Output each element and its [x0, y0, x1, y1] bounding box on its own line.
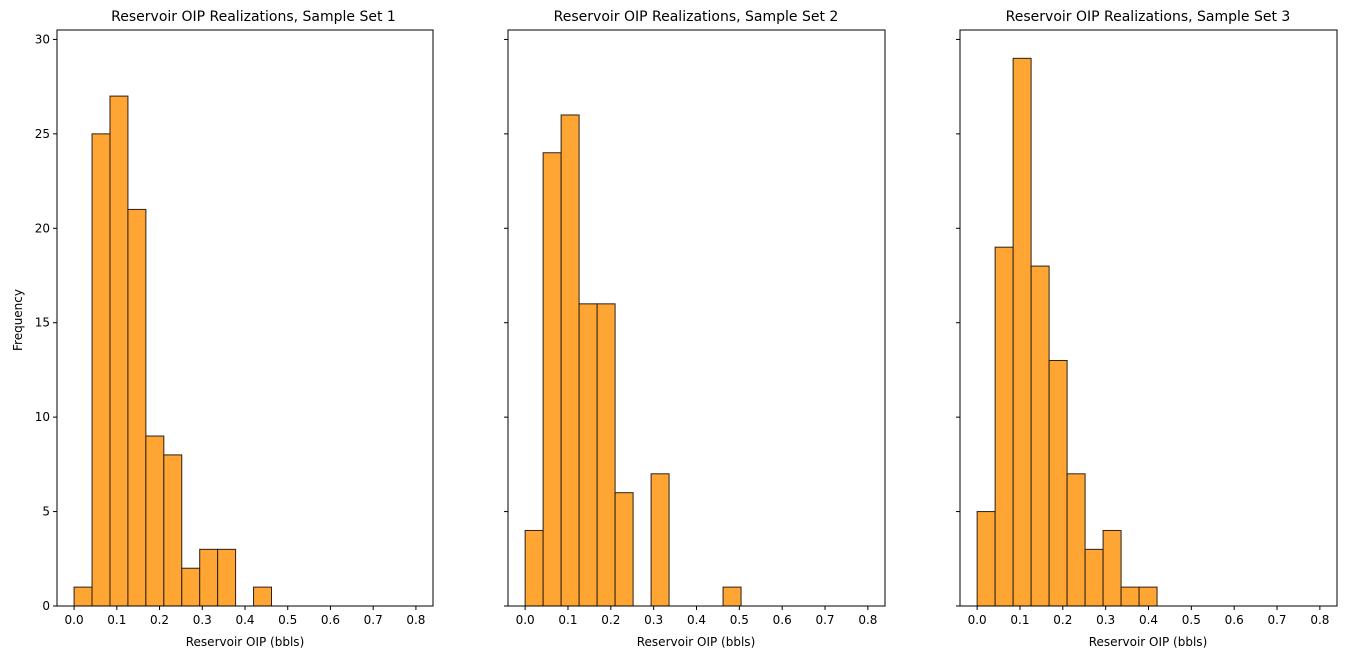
histogram-bar: [1138, 586, 1158, 607]
x-axis-label: Reservoir OIP (bbls): [637, 635, 756, 649]
x-tick-label: 0.0: [968, 613, 987, 627]
x-tick-label: 0.1: [1010, 613, 1029, 627]
x-tick-label: 0.3: [644, 613, 663, 627]
x-tick-label: 0.0: [65, 613, 84, 627]
chart-title: Reservoir OIP Realizations, Sample Set 1: [111, 9, 396, 25]
histogram-bar: [650, 473, 670, 607]
histogram-bar: [253, 586, 273, 607]
y-tick-label: 5: [42, 505, 50, 519]
histogram-bar: [1084, 548, 1104, 607]
x-tick-label: 0.7: [1267, 613, 1286, 627]
x-tick-label: 0.4: [1139, 613, 1158, 627]
histogram-panel-set-3: Reservoir OIP Realizations, Sample Set 3…: [956, 9, 1338, 649]
x-tick-label: 0.5: [1182, 613, 1201, 627]
histogram-bar: [217, 548, 237, 607]
x-tick-label: 0.0: [516, 613, 535, 627]
histogram-bar: [542, 152, 562, 607]
y-tick-label: 0: [42, 599, 50, 613]
histogram-bar: [181, 567, 201, 607]
x-tick-label: 0.6: [1225, 613, 1244, 627]
histogram-panel-set-2: Reservoir OIP Realizations, Sample Set 2…: [504, 9, 886, 649]
histogram-bar: [560, 114, 580, 607]
x-tick-label: 0.2: [1053, 613, 1072, 627]
x-tick-label: 0.5: [278, 613, 297, 627]
histogram-panel-set-1: Reservoir OIP Realizations, Sample Set 1…: [11, 9, 434, 649]
histogram-bar: [1030, 265, 1050, 607]
histogram-bar: [994, 246, 1014, 607]
x-tick-label: 0.3: [1096, 613, 1115, 627]
histogram-bar: [1048, 359, 1068, 607]
x-tick-label: 0.8: [1310, 613, 1329, 627]
x-tick-label: 0.4: [235, 613, 254, 627]
histogram-bar: [145, 435, 165, 607]
x-tick-label: 0.1: [558, 613, 577, 627]
y-tick-label: 25: [35, 127, 50, 141]
x-tick-label: 0.2: [601, 613, 620, 627]
y-tick-label: 30: [35, 32, 50, 46]
histogram-bar: [73, 586, 93, 607]
y-axis-label: Frequency: [11, 289, 25, 351]
x-axis-label: Reservoir OIP (bbls): [186, 635, 305, 649]
x-tick-label: 0.5: [730, 613, 749, 627]
histogram-bar: [1066, 473, 1086, 607]
y-tick-label: 15: [35, 316, 50, 330]
histogram-bar: [1012, 57, 1032, 607]
histogram-bar: [596, 303, 616, 607]
x-tick-label: 0.7: [815, 613, 834, 627]
histogram-bar: [578, 303, 598, 607]
x-axis-label: Reservoir OIP (bbls): [1089, 635, 1208, 649]
x-tick-label: 0.1: [107, 613, 126, 627]
histogram-bar: [163, 454, 183, 607]
x-tick-label: 0.7: [364, 613, 383, 627]
chart-title: Reservoir OIP Realizations, Sample Set 2: [554, 9, 839, 25]
histogram-bar: [1120, 586, 1140, 607]
x-tick-label: 0.2: [150, 613, 169, 627]
x-tick-label: 0.4: [687, 613, 706, 627]
histogram-bar: [91, 133, 111, 607]
x-tick-label: 0.3: [193, 613, 212, 627]
x-tick-label: 0.8: [858, 613, 877, 627]
histogram-bar: [614, 492, 634, 607]
histogram-bar: [199, 548, 219, 607]
histogram-bar: [127, 208, 147, 607]
y-tick-label: 20: [35, 221, 50, 235]
x-tick-label: 0.8: [406, 613, 425, 627]
histogram-bar: [1102, 529, 1122, 607]
y-tick-label: 10: [35, 410, 50, 424]
histogram-bar: [976, 511, 996, 607]
x-tick-label: 0.6: [321, 613, 340, 627]
chart-title: Reservoir OIP Realizations, Sample Set 3: [1006, 9, 1291, 25]
histogram-bar: [722, 586, 742, 607]
histogram-bar: [524, 529, 544, 607]
x-tick-label: 0.6: [773, 613, 792, 627]
histogram-bar: [109, 95, 129, 607]
